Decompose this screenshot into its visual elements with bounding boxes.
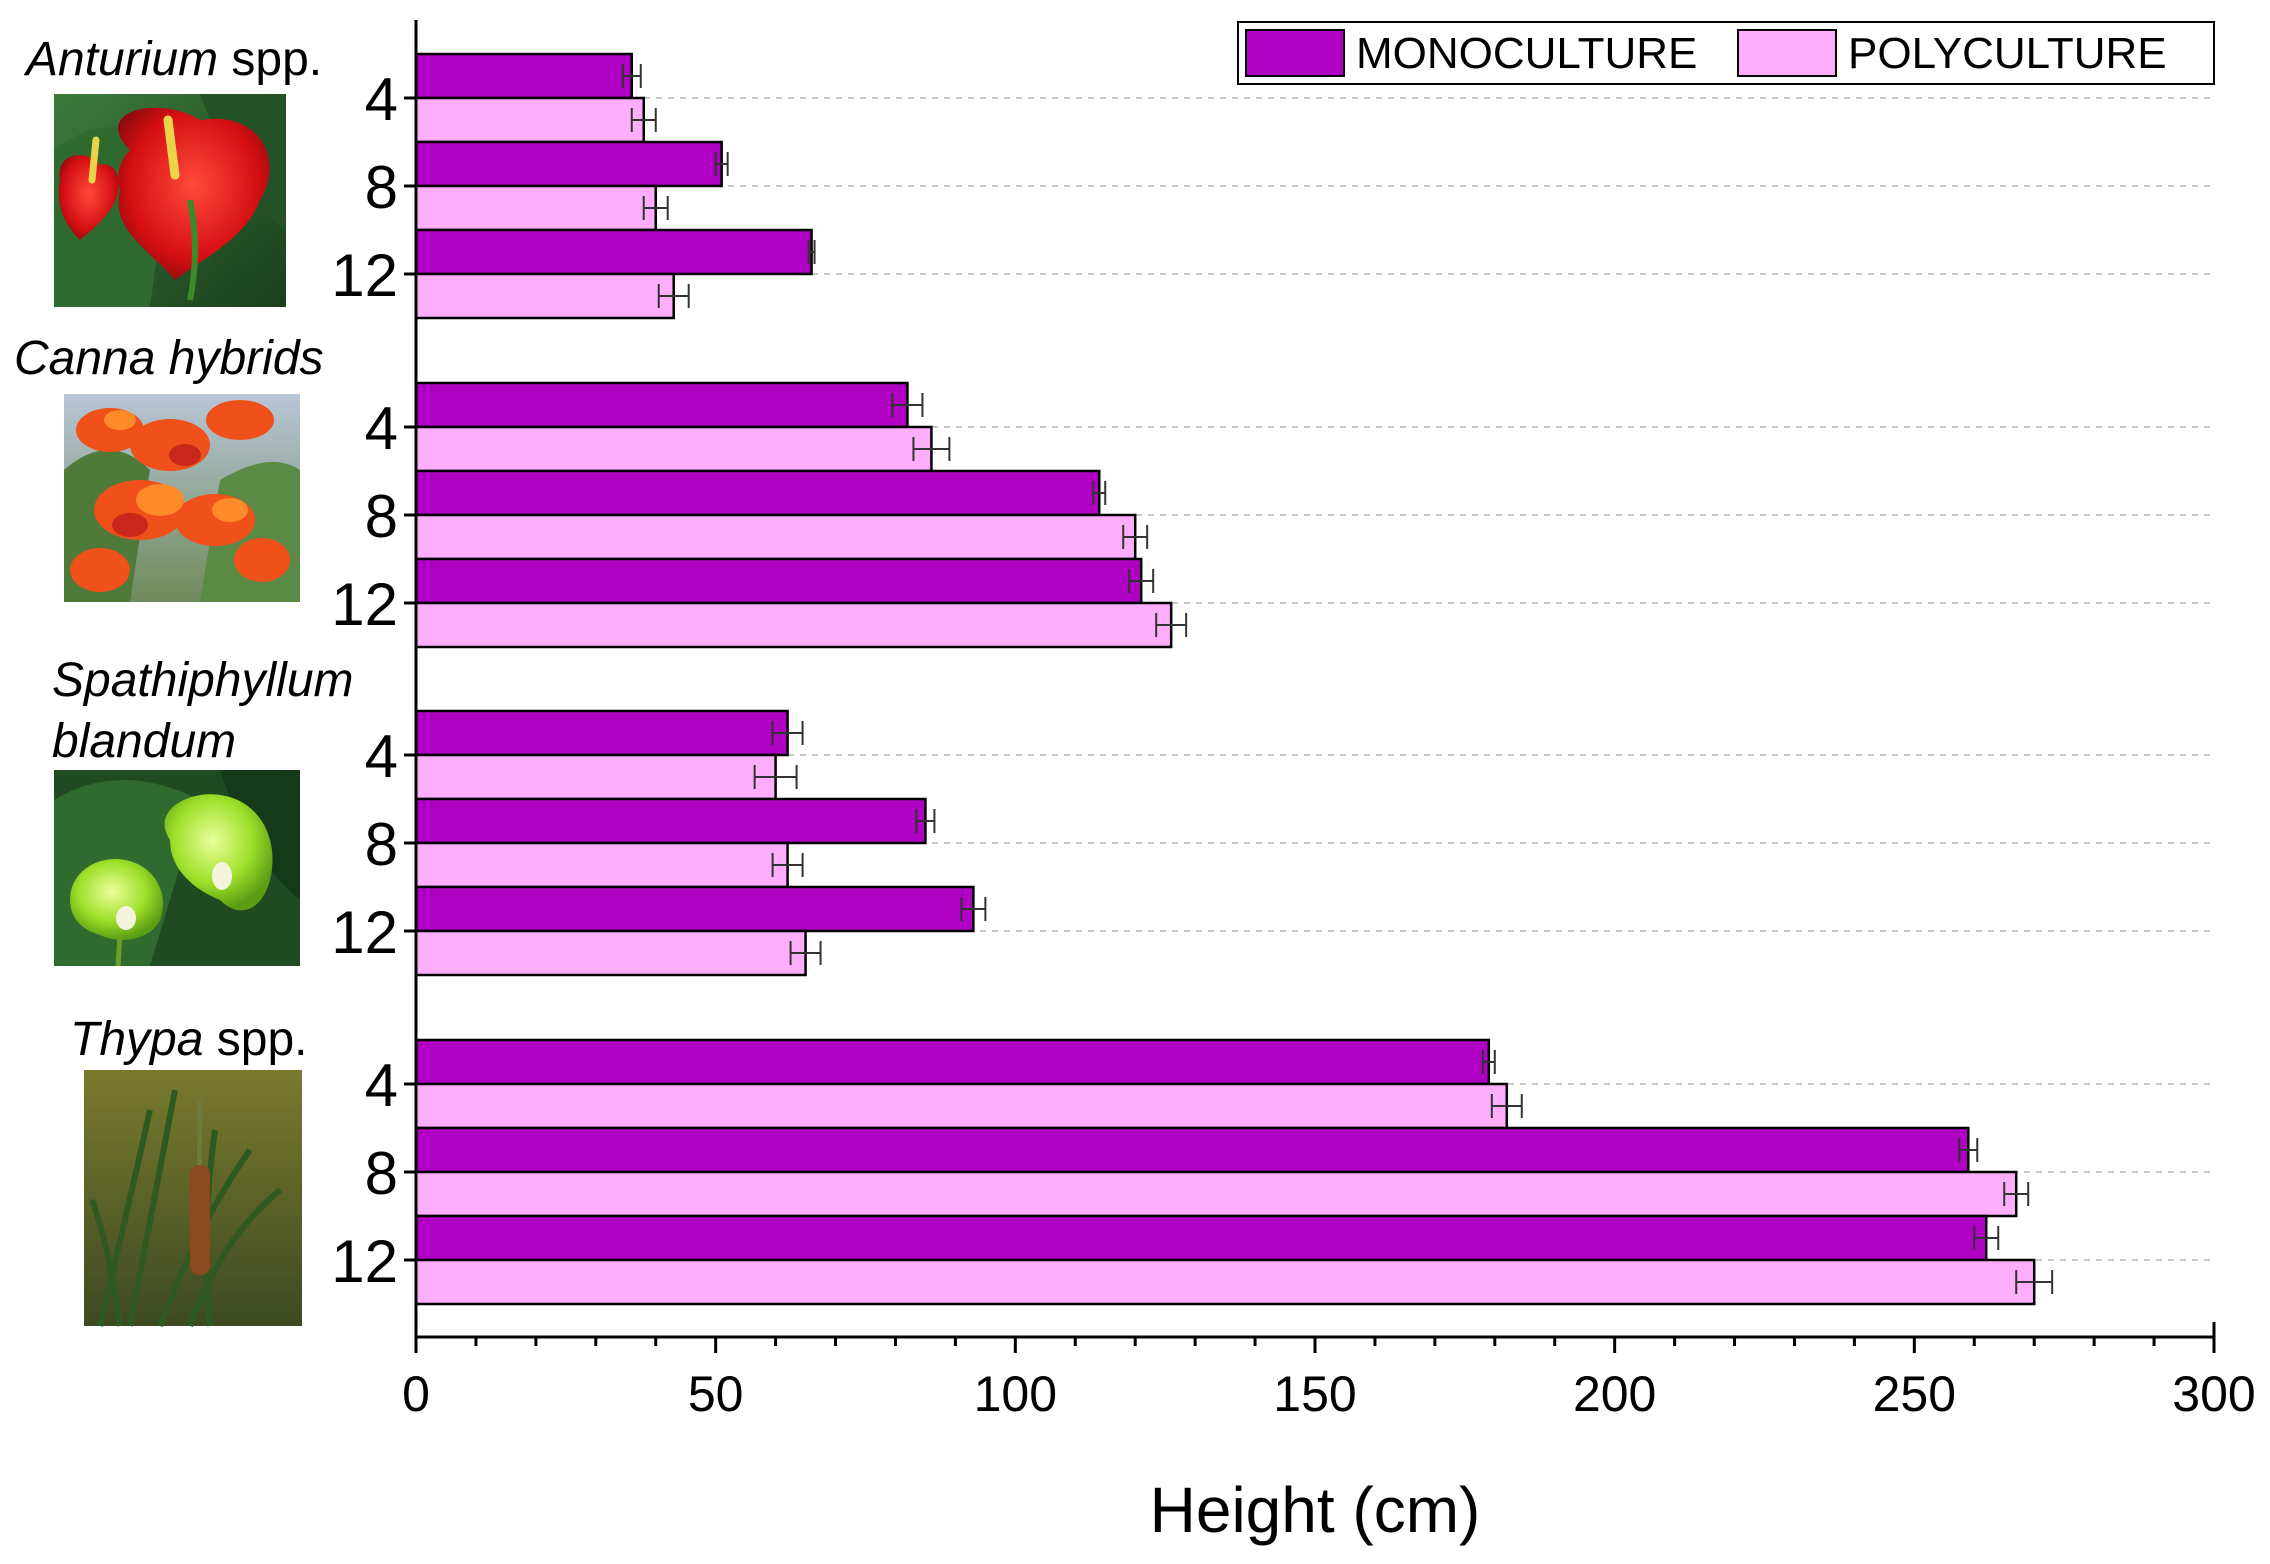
species-label-spathiphyllum-line2: blandum bbox=[52, 715, 236, 768]
bar-monoculture bbox=[414, 1126, 1970, 1174]
legend-swatch-polyculture bbox=[1737, 29, 1837, 77]
species-label-anturium: Anturium spp. bbox=[23, 33, 322, 86]
bar-polyculture bbox=[414, 184, 657, 232]
x-tick-label: 150 bbox=[1273, 1366, 1356, 1422]
x-tick-label: 300 bbox=[2172, 1366, 2255, 1422]
y-ticks: 4 8 12 4 8 12 4 8 12 4 8 12 bbox=[331, 66, 416, 1295]
species-label-canna: Canna hybrids bbox=[14, 332, 324, 385]
error-bar bbox=[1490, 1094, 1523, 1118]
error-bar bbox=[714, 152, 729, 176]
bar-monoculture bbox=[414, 1038, 1491, 1086]
species-name: Thypa bbox=[70, 1013, 203, 1066]
x-ticks: 0 50 100 150 200 250 300 bbox=[402, 1337, 2256, 1422]
legend-label-polyculture: POLYCULTURE bbox=[1848, 29, 2167, 78]
bar-monoculture bbox=[414, 885, 975, 933]
y-tick-label: 8 bbox=[365, 483, 398, 550]
error-bar bbox=[621, 64, 642, 88]
error-bar bbox=[630, 108, 657, 132]
anthurium-photo bbox=[54, 94, 286, 307]
bar-monoculture bbox=[414, 381, 909, 429]
species-name: Canna hybrids bbox=[14, 332, 324, 385]
y-tick-label: 8 bbox=[365, 811, 398, 878]
y-tick-label: 8 bbox=[365, 154, 398, 221]
species-label-spathiphyllum: Spathiphyllum bbox=[52, 654, 354, 707]
y-tick-label: 4 bbox=[365, 66, 398, 133]
typha-photo bbox=[84, 1070, 302, 1328]
legend-frame bbox=[1237, 21, 2215, 85]
error-bar bbox=[1092, 481, 1107, 505]
error-bar bbox=[912, 437, 951, 461]
bars bbox=[414, 52, 2036, 1306]
y-tick-label: 12 bbox=[331, 1228, 398, 1295]
x-axis-title: Height (cm) bbox=[1150, 1474, 1481, 1546]
bar-monoculture bbox=[414, 469, 1101, 517]
error-bar bbox=[642, 196, 669, 220]
error-bar bbox=[657, 284, 690, 308]
canna-photo bbox=[64, 394, 300, 602]
x-tick-label: 0 bbox=[402, 1366, 430, 1422]
bar-polyculture bbox=[414, 425, 933, 473]
bar-polyculture bbox=[414, 513, 1137, 561]
bar-polyculture bbox=[414, 1258, 2036, 1306]
bar-polyculture bbox=[414, 601, 1173, 649]
bar-monoculture bbox=[414, 228, 813, 276]
x-tick-label: 200 bbox=[1573, 1366, 1656, 1422]
species-name-line2: blandum bbox=[52, 715, 236, 768]
y-tick-label: 12 bbox=[331, 571, 398, 638]
bar-monoculture bbox=[414, 709, 789, 757]
error-bar bbox=[1481, 1050, 1496, 1074]
bar-monoculture bbox=[414, 557, 1143, 605]
bar-polyculture bbox=[414, 272, 675, 320]
species-suffix: spp. bbox=[203, 1013, 307, 1066]
species-label-thypa: Thypa spp. bbox=[70, 1013, 307, 1066]
bar-polyculture bbox=[414, 753, 777, 801]
y-tick-label: 12 bbox=[331, 242, 398, 309]
bar-polyculture bbox=[414, 1170, 2018, 1218]
error-bar bbox=[807, 240, 816, 264]
error-bar bbox=[771, 721, 804, 745]
bar-polyculture bbox=[414, 841, 789, 889]
bar-monoculture bbox=[414, 140, 723, 188]
x-tick-label: 50 bbox=[688, 1366, 744, 1422]
error-bar bbox=[1122, 525, 1149, 549]
species-suffix: spp. bbox=[218, 33, 322, 86]
bar-polyculture bbox=[414, 96, 645, 144]
error-bar bbox=[960, 897, 987, 921]
bar-monoculture bbox=[414, 797, 927, 845]
legend-swatch-monoculture bbox=[1245, 29, 1345, 77]
error-bar bbox=[891, 393, 924, 417]
error-bar bbox=[753, 765, 798, 789]
error-bar bbox=[1973, 1226, 2000, 1250]
error-bar bbox=[1128, 569, 1155, 593]
bar-monoculture bbox=[414, 52, 634, 100]
species-name: Spathiphyllum bbox=[52, 654, 354, 707]
legend-label-monoculture: MONOCULTURE bbox=[1356, 29, 1697, 78]
error-bar bbox=[2015, 1270, 2054, 1294]
legend: MONOCULTURE POLYCULTURE bbox=[1237, 21, 2215, 85]
x-tick-label: 250 bbox=[1873, 1366, 1956, 1422]
x-tick-label: 100 bbox=[974, 1366, 1057, 1422]
error-bar bbox=[771, 853, 804, 877]
error-bar bbox=[1155, 613, 1188, 637]
bar-monoculture bbox=[414, 1214, 1988, 1262]
bar-polyculture bbox=[414, 929, 807, 977]
bar-polyculture bbox=[414, 1082, 1509, 1130]
y-tick-label: 8 bbox=[365, 1140, 398, 1207]
y-tick-label: 4 bbox=[365, 1052, 398, 1119]
y-tick-label: 4 bbox=[365, 395, 398, 462]
error-bar bbox=[789, 941, 822, 965]
error-bar bbox=[2003, 1182, 2030, 1206]
spathiphyllum-photo bbox=[54, 770, 300, 967]
error-bar bbox=[1958, 1138, 1979, 1162]
y-tick-label: 12 bbox=[331, 899, 398, 966]
y-tick-label: 4 bbox=[365, 723, 398, 790]
error-bars bbox=[621, 64, 2054, 1294]
species-name: Anturium bbox=[23, 33, 218, 86]
error-bar bbox=[915, 809, 936, 833]
